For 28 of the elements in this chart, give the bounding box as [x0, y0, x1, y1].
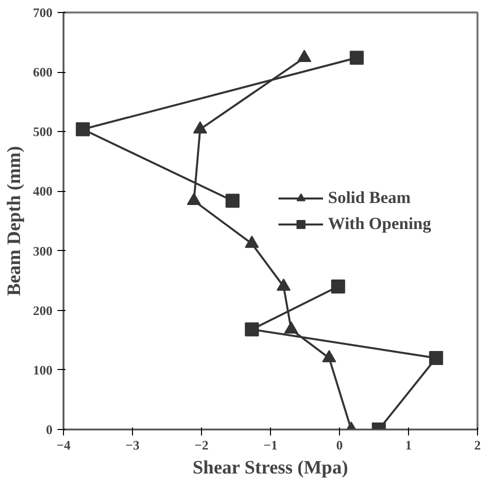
x-axis-title: Shear Stress (Mpa) — [192, 458, 348, 478]
point — [244, 236, 259, 248]
x-tick-label: 2 — [474, 438, 481, 452]
x-tick-label: −1 — [264, 438, 278, 452]
x-tick-label: 0 — [336, 438, 343, 452]
y-tick-label: 100 — [33, 362, 52, 378]
point — [276, 278, 291, 291]
x-tick-label: −2 — [194, 438, 208, 452]
x-tick-label: 1 — [405, 438, 412, 452]
point — [186, 192, 201, 205]
y-tick-label: 500 — [33, 124, 52, 140]
x-tick-label: −4 — [56, 438, 71, 452]
point — [226, 194, 240, 208]
point — [322, 350, 336, 362]
point — [350, 50, 364, 65]
point — [193, 121, 208, 134]
legend-label: With Opening — [328, 214, 432, 234]
point — [284, 321, 298, 334]
y-tick-label: 400 — [33, 184, 52, 199]
y-axis-title: Beam Depth (mm) — [4, 146, 25, 296]
y-tick-label: 600 — [33, 64, 52, 80]
y-tick-label: 700 — [33, 5, 52, 20]
y-tick-label: 300 — [33, 243, 52, 258]
x-tick-label: −3 — [126, 438, 140, 452]
legend-label: Solid Beam — [328, 188, 411, 208]
point — [76, 122, 90, 136]
y-tick-label: 0 — [46, 422, 52, 437]
y-tick-label: 200 — [33, 302, 52, 318]
